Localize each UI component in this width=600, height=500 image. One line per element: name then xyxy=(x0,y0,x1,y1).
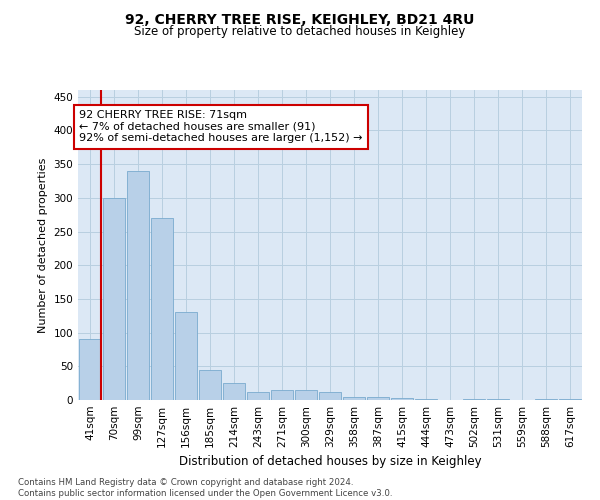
Bar xyxy=(127,171,149,400)
Bar xyxy=(535,398,557,400)
Bar xyxy=(79,338,101,400)
Bar xyxy=(319,392,341,400)
Bar xyxy=(415,398,437,400)
Text: 92, CHERRY TREE RISE, KEIGHLEY, BD21 4RU: 92, CHERRY TREE RISE, KEIGHLEY, BD21 4RU xyxy=(125,12,475,26)
Bar xyxy=(463,398,485,400)
Bar xyxy=(559,398,581,400)
Bar xyxy=(199,370,221,400)
Text: Contains HM Land Registry data © Crown copyright and database right 2024.
Contai: Contains HM Land Registry data © Crown c… xyxy=(18,478,392,498)
Bar xyxy=(295,390,317,400)
Bar xyxy=(271,390,293,400)
Bar xyxy=(151,218,173,400)
Bar xyxy=(103,198,125,400)
Bar xyxy=(487,398,509,400)
X-axis label: Distribution of detached houses by size in Keighley: Distribution of detached houses by size … xyxy=(179,456,481,468)
Text: Size of property relative to detached houses in Keighley: Size of property relative to detached ho… xyxy=(134,25,466,38)
Y-axis label: Number of detached properties: Number of detached properties xyxy=(38,158,48,332)
Bar xyxy=(391,398,413,400)
Bar xyxy=(367,396,389,400)
Text: 92 CHERRY TREE RISE: 71sqm
← 7% of detached houses are smaller (91)
92% of semi-: 92 CHERRY TREE RISE: 71sqm ← 7% of detac… xyxy=(79,110,362,144)
Bar xyxy=(223,383,245,400)
Bar xyxy=(175,312,197,400)
Bar xyxy=(247,392,269,400)
Bar xyxy=(343,396,365,400)
